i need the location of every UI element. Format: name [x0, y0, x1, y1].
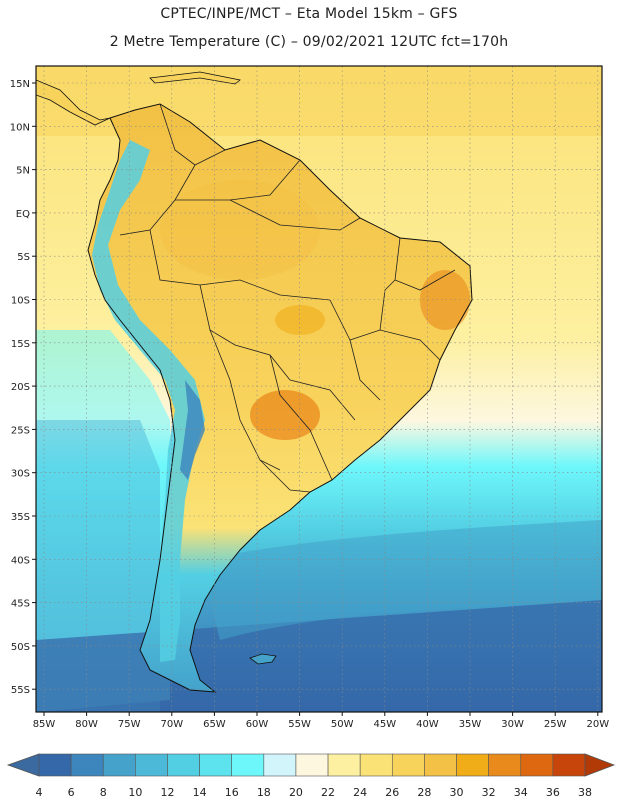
lon-label: 60W	[246, 719, 269, 730]
lon-label: 40W	[416, 719, 439, 730]
legend-swatch	[231, 753, 265, 777]
legend-swatch	[167, 753, 200, 777]
hot-spot-paraguay	[250, 390, 320, 440]
legend-swatch	[38, 753, 72, 777]
legend-swatch	[391, 753, 425, 777]
falkland-islands	[249, 653, 277, 665]
lon-label: 25W	[544, 719, 567, 730]
legend-value-label: 30	[450, 786, 464, 799]
map-title-line-1: CPTEC/INPE/MCT – Eta Model 15km – GFS	[160, 6, 458, 22]
legend-value-label: 6	[68, 786, 75, 799]
lon-label: 45W	[373, 719, 396, 730]
lon-label: 85W	[33, 719, 56, 730]
legend-value-label: 10	[128, 786, 142, 799]
legend-value-label: 32	[482, 786, 496, 799]
lat-label: 35S	[11, 512, 30, 523]
amazon-warm	[160, 180, 320, 280]
map-frame	[35, 65, 603, 713]
coastline	[87, 103, 473, 693]
legend-swatch	[135, 753, 168, 777]
legend-swatch	[520, 753, 554, 777]
legend-value-label: 24	[353, 786, 367, 799]
legend-value-label: 18	[257, 786, 271, 799]
legend-swatch	[359, 753, 393, 777]
central-america-land	[36, 79, 111, 126]
legend-high-arrow	[584, 753, 616, 777]
lat-label: 10S	[11, 296, 30, 307]
legend-value-label: 4	[36, 786, 43, 799]
lat-label: 15N	[10, 79, 30, 90]
lon-label: 65W	[203, 719, 226, 730]
legend-value-label: 36	[546, 786, 560, 799]
lat-label: 55S	[11, 685, 30, 696]
legend-swatch	[424, 753, 457, 777]
lat-label: 30S	[11, 469, 30, 480]
legend-value-label: 38	[578, 786, 592, 799]
lon-label: 30W	[501, 719, 524, 730]
andes-cold-ridge	[92, 140, 205, 662]
legend-swatch	[102, 753, 136, 777]
legend-swatch	[70, 753, 104, 777]
legend-value-label: 14	[193, 786, 207, 799]
map-title-line-2: 2 Metre Temperature (C) – 09/02/2021 12U…	[109, 34, 509, 50]
lat-label: 5S	[17, 252, 30, 263]
lat-label: 25S	[11, 425, 30, 436]
lat-label: 40S	[11, 555, 30, 566]
legend-swatch	[456, 753, 489, 777]
lat-label: EQ	[16, 209, 30, 220]
lat-label: 20S	[11, 382, 30, 393]
color-legend: 4 6 8 10 12 14 16 18 20 22 24 26 28 30 32 34 36 38	[6, 753, 616, 799]
legend-value-label: 26	[385, 786, 399, 799]
hot-spot-central	[275, 305, 325, 335]
caribbean-islands	[149, 71, 241, 85]
legend-value-label: 20	[289, 786, 303, 799]
latitude-labels: 15N 10N 5N EQ 5S 10S 15S 20S 25S 30S 35S 40S 45S 50S 5…	[10, 79, 36, 696]
lat-label: 10N	[10, 122, 30, 133]
legend-value-label: 34	[514, 786, 528, 799]
south-atlantic-cool	[200, 520, 602, 640]
legend-value-label: 28	[417, 786, 431, 799]
legend-swatch	[552, 753, 586, 777]
legend-value-label: 16	[225, 786, 239, 799]
legend-value-label: 8	[100, 786, 107, 799]
legend-value-label: 12	[160, 786, 174, 799]
legend-swatch	[327, 753, 361, 777]
lon-label: 50W	[331, 719, 354, 730]
hot-spot-northeast-brazil	[420, 270, 470, 330]
legend-swatch	[199, 753, 233, 777]
legend-value-label: 22	[321, 786, 335, 799]
legend-swatch	[488, 753, 522, 777]
legend-swatch	[263, 753, 297, 777]
lat-label: 45S	[11, 599, 30, 610]
lat-label: 50S	[11, 642, 30, 653]
lon-label: 70W	[160, 719, 183, 730]
legend-low-arrow	[6, 753, 40, 777]
andes-coldest	[180, 380, 205, 480]
country-borders	[119, 103, 456, 493]
legend-swatch	[295, 753, 329, 777]
longitude-labels: 85W 80W 75W 70W 65W 60W 55W 50W 45W 40W 35W 30W 25W 2…	[33, 712, 609, 730]
lon-label: 75W	[118, 719, 141, 730]
lat-label: 15S	[11, 339, 30, 350]
lon-label: 80W	[75, 719, 98, 730]
lon-label: 55W	[288, 719, 311, 730]
lon-label: 35W	[459, 719, 482, 730]
lat-label: 5N	[16, 166, 30, 177]
lon-label: 20W	[586, 719, 609, 730]
